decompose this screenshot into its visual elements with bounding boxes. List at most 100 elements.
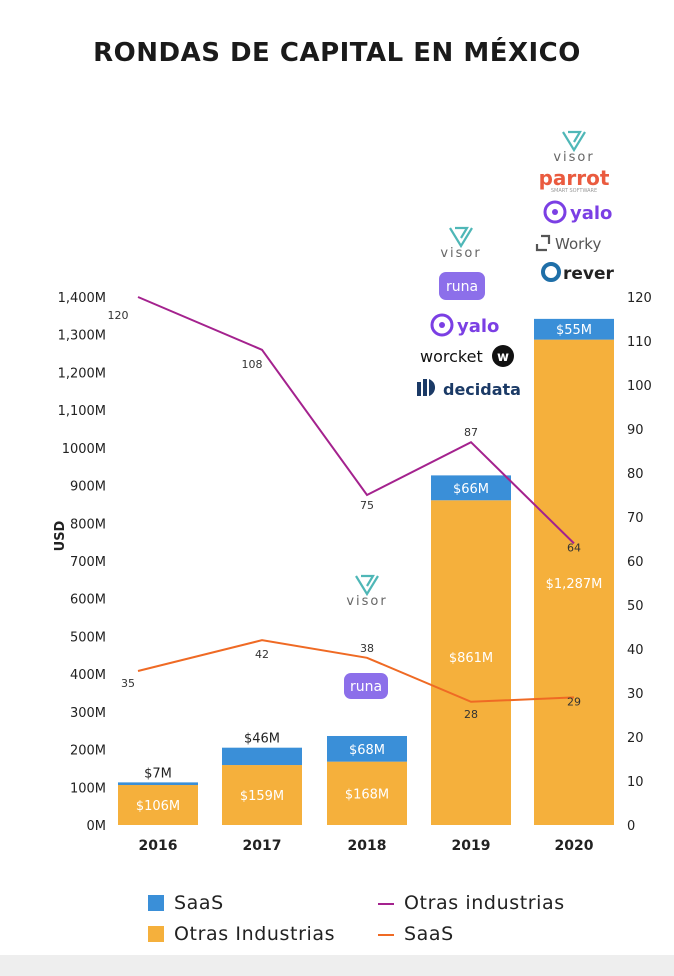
runa-logo-2018: runa xyxy=(344,673,388,699)
line-otras-industrias-label: 108 xyxy=(242,358,263,371)
bar-label-saas: $68M xyxy=(349,743,385,758)
bar-saas xyxy=(327,735,407,762)
bar-label-otras: $106M xyxy=(136,799,180,814)
decidata-logo-2019: decidata xyxy=(417,379,521,399)
bar-otras-industrias xyxy=(431,500,511,825)
left-tick-label: 1,400M xyxy=(58,291,106,306)
line-otras-industrias-label: 75 xyxy=(360,499,374,512)
chart-title: RONDAS DE CAPITAL EN MÉXICO xyxy=(93,38,581,68)
decidata-icon-bar xyxy=(417,382,421,396)
bar-otras-industrias xyxy=(534,339,614,825)
visor-text: visor xyxy=(346,594,387,609)
yalo-icon-dot xyxy=(552,209,558,215)
footer-band xyxy=(0,955,674,976)
visor-logo-2018: visor xyxy=(346,574,387,609)
left-tick-label: 1,100M xyxy=(58,404,106,419)
visor-icon xyxy=(449,226,473,249)
left-tick-label: 0M xyxy=(87,819,107,834)
visor-text: visor xyxy=(553,150,594,165)
left-tick-label: 100M xyxy=(70,781,106,796)
bar-label-saas: $46M xyxy=(244,732,280,747)
bar-label-saas: $7M xyxy=(144,766,172,781)
runa-badge xyxy=(439,272,485,300)
parrot-subtext: SMART SOFTWARE xyxy=(551,188,597,194)
visor-icon xyxy=(562,130,586,153)
bar-otras-industrias xyxy=(118,785,198,825)
worcket-icon-letter: w xyxy=(497,350,509,365)
bar-label-saas: $66M xyxy=(453,482,489,497)
line-saas xyxy=(137,639,575,703)
legend-label: Otras industrias xyxy=(404,892,565,914)
runa-logo-2019: runa xyxy=(439,272,485,300)
yalo-text: yalo xyxy=(570,203,612,224)
runa-text: runa xyxy=(446,279,478,295)
right-tick-label: 60 xyxy=(627,555,644,570)
legend-line-swatch xyxy=(378,934,394,936)
parrot-text: parrot xyxy=(539,166,610,190)
line-saas-label: 38 xyxy=(360,642,374,655)
x-tick-label: 2020 xyxy=(555,838,594,854)
bar-label-otras: $168M xyxy=(345,787,389,802)
right-tick-label: 70 xyxy=(627,511,644,526)
right-tick-label: 30 xyxy=(627,687,644,702)
right-tick-label: 100 xyxy=(627,379,652,394)
right-axis: 0 10 20 30 40 50 60 70 80 90 100 110 120 xyxy=(627,291,652,834)
bar-label-otras: $1,287M xyxy=(546,577,603,592)
bar-otras-industrias xyxy=(327,761,407,825)
left-tick-label: 600M xyxy=(70,593,106,608)
x-axis-labels: 2016 2017 2018 2019 2020 xyxy=(139,838,594,854)
rever-text: rever xyxy=(563,264,615,284)
bar-label-otras: $159M xyxy=(240,789,284,804)
decidata-icon-bar xyxy=(423,379,427,396)
line-saas-label: 28 xyxy=(464,708,478,721)
x-tick-label: 2017 xyxy=(243,838,282,854)
legend-label: SaaS xyxy=(404,923,454,945)
legend-label: SaaS xyxy=(174,892,224,914)
x-tick-label: 2018 xyxy=(348,838,387,854)
left-tick-label: 1,200M xyxy=(58,366,106,381)
visor-logo-2019: visor xyxy=(440,226,480,261)
yalo-icon xyxy=(543,200,567,224)
line-saas-label: 35 xyxy=(121,677,135,690)
left-tick-label: 1,300M xyxy=(58,329,106,344)
worky-icon xyxy=(535,234,551,252)
right-tick-label: 50 xyxy=(627,599,644,614)
right-tick-label: 120 xyxy=(627,291,652,306)
yalo-logo-2019: yalo xyxy=(430,313,499,337)
y-axis-label: USD xyxy=(53,520,68,551)
yalo-logo-2020: yalo xyxy=(543,200,612,224)
left-tick-label: 900M xyxy=(70,480,106,495)
lines: 120 108 75 87 64 35 42 38 28 29 xyxy=(108,296,581,721)
left-tick-label: 200M xyxy=(70,744,106,759)
decidata-icon xyxy=(429,379,436,396)
left-tick-label: 1000M xyxy=(62,442,106,457)
legend-swatch xyxy=(148,895,164,911)
line-otras-industrias-label: 64 xyxy=(567,541,581,554)
worky-logo-2020: Worky xyxy=(535,234,601,253)
right-tick-label: 40 xyxy=(627,643,644,658)
parrot-logo-2020: parrot SMART SOFTWARE xyxy=(539,166,610,194)
line-otras-industrias-label: 87 xyxy=(464,426,478,439)
worcket-text: worcket xyxy=(420,347,483,366)
line-otras-industrias xyxy=(137,296,575,545)
line-saas-label: 29 xyxy=(567,695,581,708)
worcket-icon xyxy=(492,345,514,367)
line-otras-industrias-label: 120 xyxy=(108,309,129,322)
left-tick-label: 400M xyxy=(70,668,106,683)
line-saas-label: 42 xyxy=(255,648,269,661)
bar-label-saas: $55M xyxy=(556,323,592,338)
decidata-text: decidata xyxy=(443,380,521,399)
rever-icon xyxy=(541,262,561,282)
left-axis: 0M 100M 200M 300M 400M 500M 600M 700M 800M 900M 10… xyxy=(58,291,106,834)
bar-otras-industrias xyxy=(222,765,302,825)
bar-saas xyxy=(118,782,198,786)
visor-icon xyxy=(355,574,379,597)
right-tick-label: 0 xyxy=(627,819,635,834)
visor-logo-2020: visor xyxy=(553,130,594,165)
yalo-icon xyxy=(430,313,454,337)
right-tick-label: 90 xyxy=(627,423,644,438)
bars: $106M $7M $159M $46M $168M $68M $861M $66M $1,28… xyxy=(118,318,614,825)
x-tick-label: 2016 xyxy=(139,838,178,854)
bar-saas xyxy=(534,318,614,340)
